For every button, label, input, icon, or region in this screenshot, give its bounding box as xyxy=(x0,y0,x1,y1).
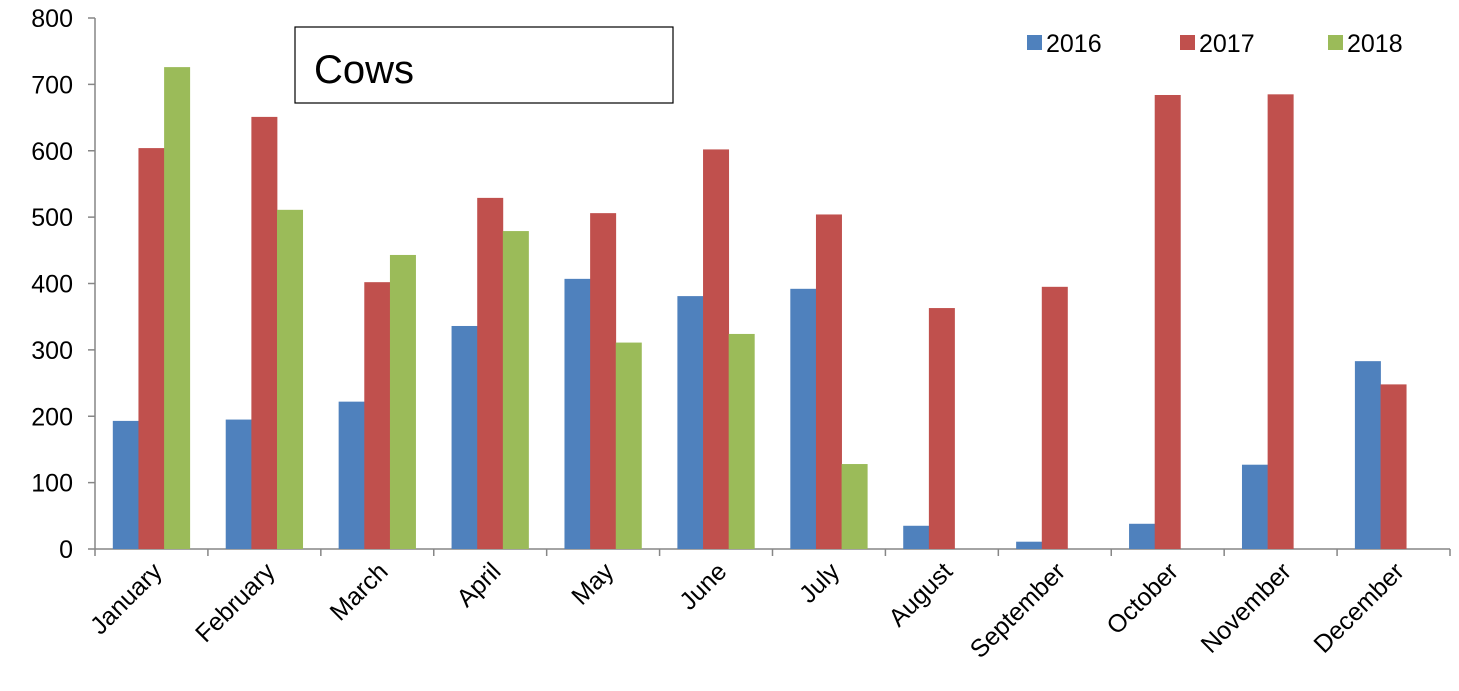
bar-2017-february xyxy=(251,116,278,550)
bar-2017-june xyxy=(703,149,730,550)
y-tick-label: 700 xyxy=(31,71,73,99)
legend-label-2017: 2017 xyxy=(1199,30,1255,58)
y-tick-label: 400 xyxy=(31,271,73,299)
bar-2018-june xyxy=(728,333,755,549)
y-tick-label: 600 xyxy=(31,138,73,166)
bar-2017-december xyxy=(1380,384,1407,549)
bar-2016-october xyxy=(1129,523,1156,549)
bar-2017-august xyxy=(928,308,955,549)
x-tick-label: March xyxy=(325,557,394,626)
y-tick-label: 0 xyxy=(59,536,73,564)
x-tick-label: September xyxy=(965,557,1071,663)
x-tick-label: January xyxy=(85,557,168,640)
x-tick-label: June xyxy=(674,557,732,615)
bar-2016-december xyxy=(1354,361,1381,549)
x-tick-label: April xyxy=(451,557,506,612)
legend-swatch-2018 xyxy=(1328,35,1343,50)
bar-2016-june xyxy=(677,296,704,549)
bar-2017-may xyxy=(590,213,617,549)
bar-2018-july xyxy=(841,464,868,549)
bar-2016-november xyxy=(1241,464,1268,549)
bar-2017-october xyxy=(1154,94,1181,550)
bar-2016-march xyxy=(338,401,365,549)
bar-2018-january xyxy=(164,67,191,550)
x-tick-label: October xyxy=(1101,557,1184,640)
x-axis: January February March April May June July Augu… xyxy=(85,548,1451,664)
bar-2017-september xyxy=(1041,286,1068,549)
bar-2017-march xyxy=(364,282,391,549)
legend-swatch-2017 xyxy=(1180,35,1195,50)
bar-2018-may xyxy=(615,342,642,549)
y-tick-label: 200 xyxy=(31,403,73,431)
bar-2018-february xyxy=(277,209,304,550)
bar-2016-july xyxy=(790,288,817,549)
legend-label-2018: 2018 xyxy=(1347,30,1403,58)
x-tick-label: July xyxy=(794,557,846,609)
bar-2016-august xyxy=(903,525,930,549)
x-tick-label: August xyxy=(883,557,958,632)
x-tick-label: February xyxy=(190,557,281,648)
bar-2017-january xyxy=(138,148,165,549)
x-tick-label: December xyxy=(1308,557,1409,658)
bar-2017-july xyxy=(815,214,842,549)
x-tick-label: November xyxy=(1196,557,1297,658)
chart-title-box: Cows xyxy=(294,26,674,104)
y-tick-label: 800 xyxy=(31,5,73,33)
legend-swatch-2016 xyxy=(1027,35,1042,50)
chart-title: Cows xyxy=(314,48,414,92)
bar-2017-november xyxy=(1267,94,1294,550)
bar-2016-may xyxy=(564,278,591,549)
bars xyxy=(112,67,1407,550)
y-tick-label: 500 xyxy=(31,204,73,232)
legend: 2016 2017 2018 xyxy=(1027,30,1403,58)
bar-2016-january xyxy=(112,420,139,549)
x-tick-label: May xyxy=(566,557,620,611)
bar-2018-april xyxy=(502,231,529,549)
legend-label-2016: 2016 xyxy=(1046,30,1102,58)
y-axis: 0 100 200 300 400 500 600 700 800 xyxy=(31,5,96,564)
bar-2016-april xyxy=(451,325,478,549)
y-tick-label: 300 xyxy=(31,337,73,365)
bar-2017-april xyxy=(477,197,504,549)
y-tick-label: 100 xyxy=(31,470,73,498)
bar-2016-september xyxy=(1016,541,1043,549)
bar-2018-march xyxy=(389,254,416,550)
bar-2016-february xyxy=(225,419,252,549)
